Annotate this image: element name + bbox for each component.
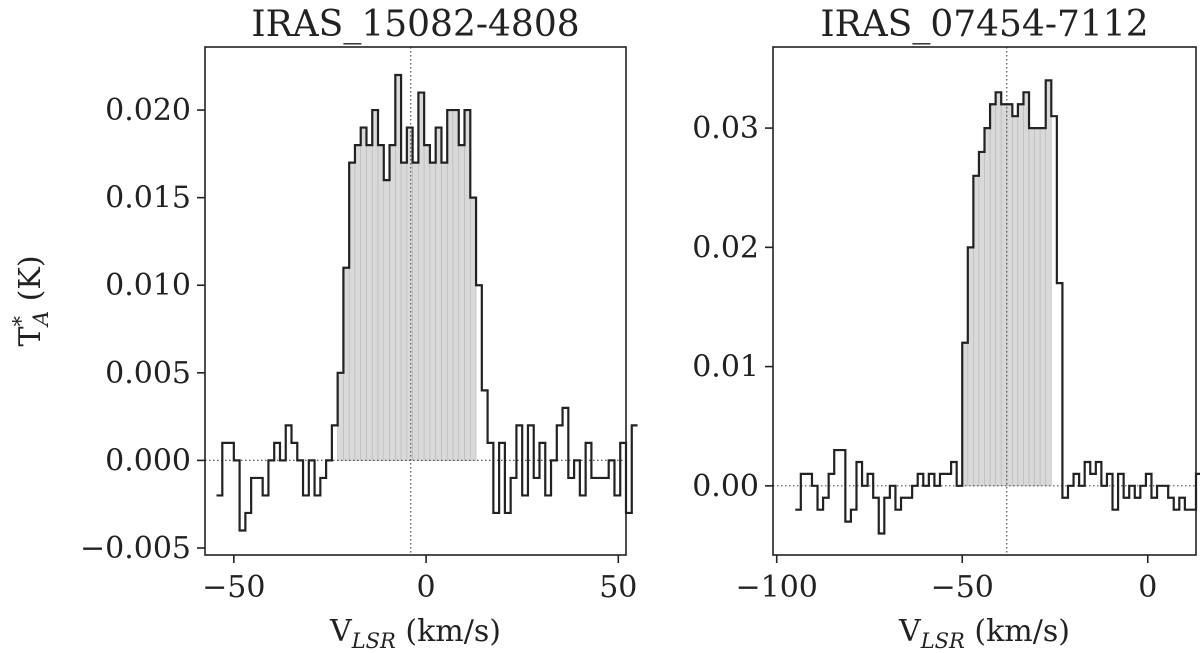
fill-bin bbox=[1000, 103, 1008, 487]
x-tick-label: −100 bbox=[736, 570, 818, 605]
panel-title: IRAS_15082-4808 bbox=[251, 4, 579, 45]
fill-bin bbox=[412, 162, 419, 461]
x-axis-label-unit: (km/s) bbox=[965, 614, 1070, 649]
fill-bin bbox=[995, 92, 1002, 487]
y-tick-label: 0.015 bbox=[105, 181, 191, 216]
x-tick-label: 0 bbox=[1138, 570, 1157, 605]
spectrum-step-line bbox=[795, 79, 1200, 535]
fill-bin bbox=[1034, 127, 1041, 487]
fill-bin bbox=[1028, 127, 1035, 487]
fill-bin bbox=[1039, 127, 1047, 487]
fill-bin bbox=[383, 179, 390, 461]
fill-bin bbox=[1023, 92, 1030, 487]
fill-bin bbox=[452, 109, 460, 461]
fill-bin bbox=[441, 162, 448, 461]
y-tick-label: 0.010 bbox=[105, 268, 191, 303]
y-tick-label: 0.005 bbox=[105, 356, 191, 391]
fill-bin bbox=[435, 127, 442, 461]
fill-bin bbox=[406, 127, 413, 461]
panel-1: −0.005 0.000 0.005 0.010 0.015 0.020 −50 0 50 IRA… bbox=[9, 4, 638, 653]
y-tick-label: 0.020 bbox=[105, 93, 191, 128]
fill-bin bbox=[371, 109, 379, 461]
x-tick-label: 50 bbox=[599, 570, 637, 605]
fill-bin bbox=[1012, 115, 1019, 487]
x-tick-label: 0 bbox=[417, 570, 436, 605]
y-axis-label-unit: (K) bbox=[13, 255, 48, 310]
fill-bin bbox=[1017, 103, 1024, 487]
fill-bin bbox=[389, 144, 396, 461]
panel-2: 0.00 0.01 0.02 0.03 −100 −50 0 IRAS_07454-7112 V… bbox=[692, 4, 1200, 653]
y-axis-label-superscript: * bbox=[9, 316, 33, 327]
fill-bin bbox=[429, 162, 436, 461]
x-axis-label: VLSR (km/s) bbox=[898, 614, 1070, 653]
plot-frame bbox=[772, 46, 1197, 556]
y-axis-label-subscript: A bbox=[29, 311, 53, 328]
spectrum-step-line bbox=[216, 73, 638, 532]
fill-bin bbox=[1045, 80, 1052, 487]
fill-bin bbox=[978, 151, 985, 487]
fill-bin bbox=[984, 127, 991, 487]
fill-bin bbox=[366, 144, 373, 461]
x-tick-label: −50 bbox=[931, 570, 994, 605]
x-axis-label: VLSR (km/s) bbox=[329, 614, 501, 653]
y-tick-label: 0.03 bbox=[692, 111, 759, 146]
x-tick-label: −50 bbox=[202, 570, 265, 605]
x-axis-label-main: V bbox=[898, 614, 922, 649]
fill-bin bbox=[354, 144, 362, 461]
y-tick-label: 0.00 bbox=[692, 469, 759, 504]
x-axis-label-subscript: LSR bbox=[351, 629, 396, 653]
fill-bin bbox=[989, 103, 996, 487]
y-tick-label: 0.000 bbox=[105, 443, 191, 478]
y-axis-label: T*A (K) bbox=[9, 255, 53, 346]
fill-bin bbox=[400, 162, 408, 461]
y-axis-label-main: T bbox=[13, 327, 48, 347]
y-tick-label: 0.02 bbox=[692, 230, 759, 265]
y-tick-label: 0.01 bbox=[692, 350, 759, 385]
x-axis-label-main: V bbox=[329, 614, 353, 649]
x-axis-label-unit: (km/s) bbox=[396, 614, 501, 649]
panel-title: IRAS_07454-7112 bbox=[820, 4, 1148, 45]
x-axis-label-subscript: LSR bbox=[920, 629, 965, 653]
fill-bin bbox=[377, 144, 385, 461]
fill-bin bbox=[458, 144, 465, 461]
fill-bin bbox=[423, 144, 431, 461]
fill-bin bbox=[1006, 103, 1013, 487]
plot-frame bbox=[204, 46, 627, 556]
fill-bin bbox=[360, 127, 367, 461]
y-tick-label: −0.005 bbox=[80, 531, 191, 566]
